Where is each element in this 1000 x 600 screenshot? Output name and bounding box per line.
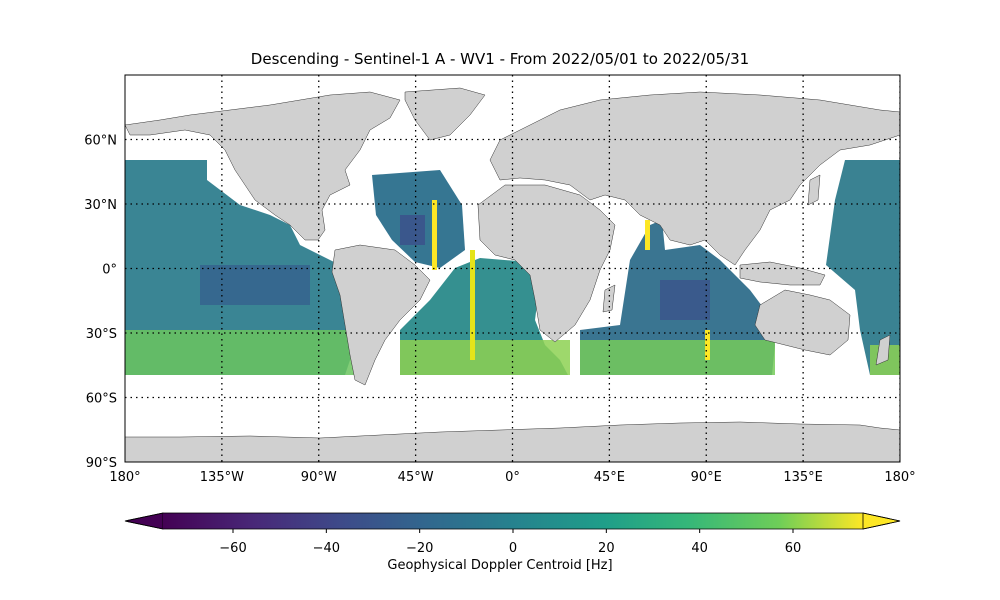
swath-southern-band-3 [580, 340, 775, 375]
gridlines [125, 75, 900, 462]
swath-dark-1 [400, 215, 425, 245]
land-antarctica [125, 421, 900, 462]
colorbar-label: Geophysical Doppler Centroid [Hz] [387, 558, 613, 573]
swath-west-pacific [826, 160, 900, 375]
land-madagascar [602, 284, 616, 313]
longitude-tick-label: 135°W [200, 470, 244, 485]
plot-title: Descending - Sentinel-1 A - WV1 - From 2… [250, 50, 750, 68]
land-south-america [331, 244, 431, 386]
longitude-tick-label: 45°E [594, 470, 625, 485]
longitude-tick-label: 45°W [398, 470, 434, 485]
land-new-zealand [875, 334, 891, 366]
swath-streak-1 [432, 200, 437, 270]
colorbar-tick-label: −60 [219, 541, 246, 556]
longitude-tick-labels: 180° 135°W 90°W 45°W 0° 45°E 90°E 135°E 180° [109, 470, 915, 485]
colorbar-tick-label: 0 [509, 541, 517, 556]
latitude-tick-label: 30°S [86, 327, 117, 342]
latitude-tick-label: 90°S [86, 456, 117, 471]
swath-streak-3 [705, 330, 710, 360]
longitude-tick-label: 180° [884, 470, 915, 485]
map-frame [124, 74, 901, 463]
longitude-tick-label: 90°W [301, 470, 337, 485]
land-japan [807, 174, 821, 206]
colorbar-ticks: −60 −40 −20 0 20 40 60 [219, 529, 801, 556]
colorbar-outline [124, 512, 901, 530]
latitude-tick-label: 0° [102, 263, 117, 278]
latitude-tick-labels: 60°N 30°N 0° 30°S 60°S 90°S [84, 134, 117, 472]
longitude-tick-label: 180° [109, 470, 140, 485]
land-greenland [404, 87, 486, 141]
land-eurasia [489, 91, 900, 266]
colorbar-bar [163, 513, 863, 529]
doppler-swaths [125, 160, 900, 375]
longitude-tick-label: 0° [505, 470, 520, 485]
latitude-tick-label: 60°N [84, 134, 117, 149]
swath-dark-2 [660, 280, 710, 320]
swath-dark-3 [200, 265, 310, 305]
swath-streak-2 [470, 250, 475, 360]
colorbar-tick-label: −20 [406, 541, 433, 556]
colorbar-extend-high [862, 512, 901, 530]
swath-southern-band-2 [400, 340, 570, 375]
colorbar-tick-label: 60 [785, 541, 802, 556]
colorbar-extend-low [124, 512, 164, 530]
swath-southern-band-1 [125, 330, 355, 375]
longitude-tick-label: 90°E [691, 470, 722, 485]
colorbar-tick-label: 40 [691, 541, 708, 556]
colorbar: −60 −40 −20 0 20 40 60 [124, 512, 901, 556]
longitude-tick-label: 135°E [783, 470, 823, 485]
colorbar-tick-label: −40 [313, 541, 340, 556]
latitude-tick-label: 30°N [84, 198, 117, 213]
swath-streak-4 [645, 220, 650, 250]
latitude-tick-label: 60°S [86, 392, 117, 407]
colorbar-tick-label: 20 [598, 541, 615, 556]
